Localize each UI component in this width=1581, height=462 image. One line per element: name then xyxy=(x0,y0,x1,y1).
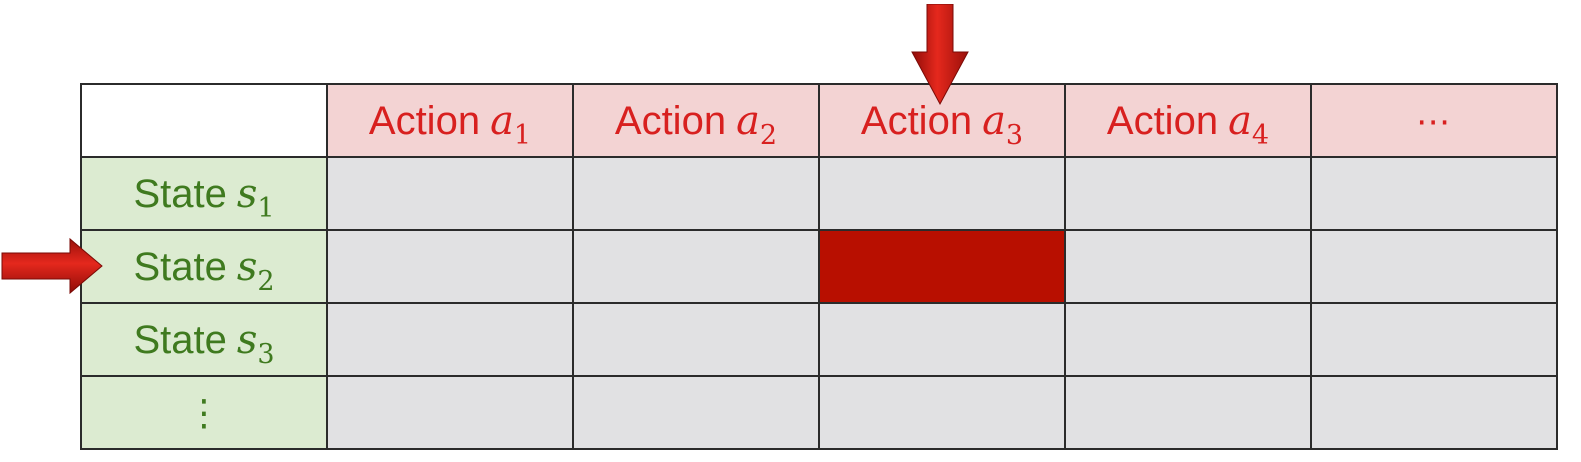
state-row-s2: State s2 xyxy=(80,229,1558,304)
corner-cell xyxy=(80,83,328,158)
state-header-more: ⋮ xyxy=(80,375,328,450)
action-var: a xyxy=(736,97,760,144)
action-subscript: 1 xyxy=(513,119,532,151)
state-subscript: 1 xyxy=(257,192,275,224)
state-label-text: State xyxy=(133,244,227,289)
state-var: s xyxy=(236,170,258,217)
q-cell xyxy=(326,156,574,231)
selected-q-cell-s2-a3 xyxy=(818,229,1066,304)
action-header-more: ⋯ xyxy=(1310,83,1558,158)
state-row-s3: State s3 xyxy=(80,302,1558,377)
q-cell xyxy=(326,375,574,450)
vertical-ellipsis: ⋮ xyxy=(186,393,222,434)
state-label-text: State xyxy=(133,317,227,362)
q-cell xyxy=(1064,156,1312,231)
state-row-more: ⋮ xyxy=(80,375,1558,450)
q-cell xyxy=(326,302,574,377)
state-row-s1: State s1 xyxy=(80,156,1558,231)
state-header-s2: State s2 xyxy=(80,229,328,304)
action-label-text: Action xyxy=(1106,98,1219,143)
state-subscript: 3 xyxy=(257,338,275,370)
q-cell xyxy=(1310,229,1558,304)
q-table: Action a1 Action a2 Action a3 Action a4 ⋯ St… xyxy=(80,83,1558,450)
q-cell xyxy=(818,156,1066,231)
header-row: Action a1 Action a2 Action a3 Action a4 ⋯ xyxy=(80,83,1558,158)
action-var: a xyxy=(1228,97,1252,144)
right-arrow-icon xyxy=(1,237,103,295)
action-var: a xyxy=(982,97,1006,144)
state-header-s3: State s3 xyxy=(80,302,328,377)
q-cell xyxy=(1064,229,1312,304)
action-label-text: Action xyxy=(614,98,727,143)
q-cell xyxy=(1310,302,1558,377)
q-cell xyxy=(326,229,574,304)
q-cell xyxy=(1064,375,1312,450)
q-cell xyxy=(1310,375,1558,450)
action-header-a1: Action a1 xyxy=(326,83,574,158)
q-cell xyxy=(818,302,1066,377)
q-cell xyxy=(572,375,820,450)
action-header-a4: Action a4 xyxy=(1064,83,1312,158)
action-label-text: Action xyxy=(860,98,973,143)
q-cell xyxy=(1310,156,1558,231)
action-subscript: 2 xyxy=(759,119,778,151)
action-subscript: 4 xyxy=(1251,119,1270,151)
q-cell xyxy=(1064,302,1312,377)
state-header-s1: State s1 xyxy=(80,156,328,231)
state-var: s xyxy=(236,316,258,363)
state-var: s xyxy=(236,243,258,290)
action-header-a2: Action a2 xyxy=(572,83,820,158)
q-cell xyxy=(818,375,1066,450)
horizontal-ellipsis: ⋯ xyxy=(1416,102,1452,142)
down-arrow-icon xyxy=(911,4,969,106)
action-subscript: 3 xyxy=(1005,119,1024,151)
action-label-text: Action xyxy=(368,98,481,143)
state-subscript: 2 xyxy=(257,265,275,297)
state-label-text: State xyxy=(133,171,227,216)
q-cell xyxy=(572,156,820,231)
action-var: a xyxy=(490,97,514,144)
q-cell xyxy=(572,229,820,304)
q-cell xyxy=(572,302,820,377)
